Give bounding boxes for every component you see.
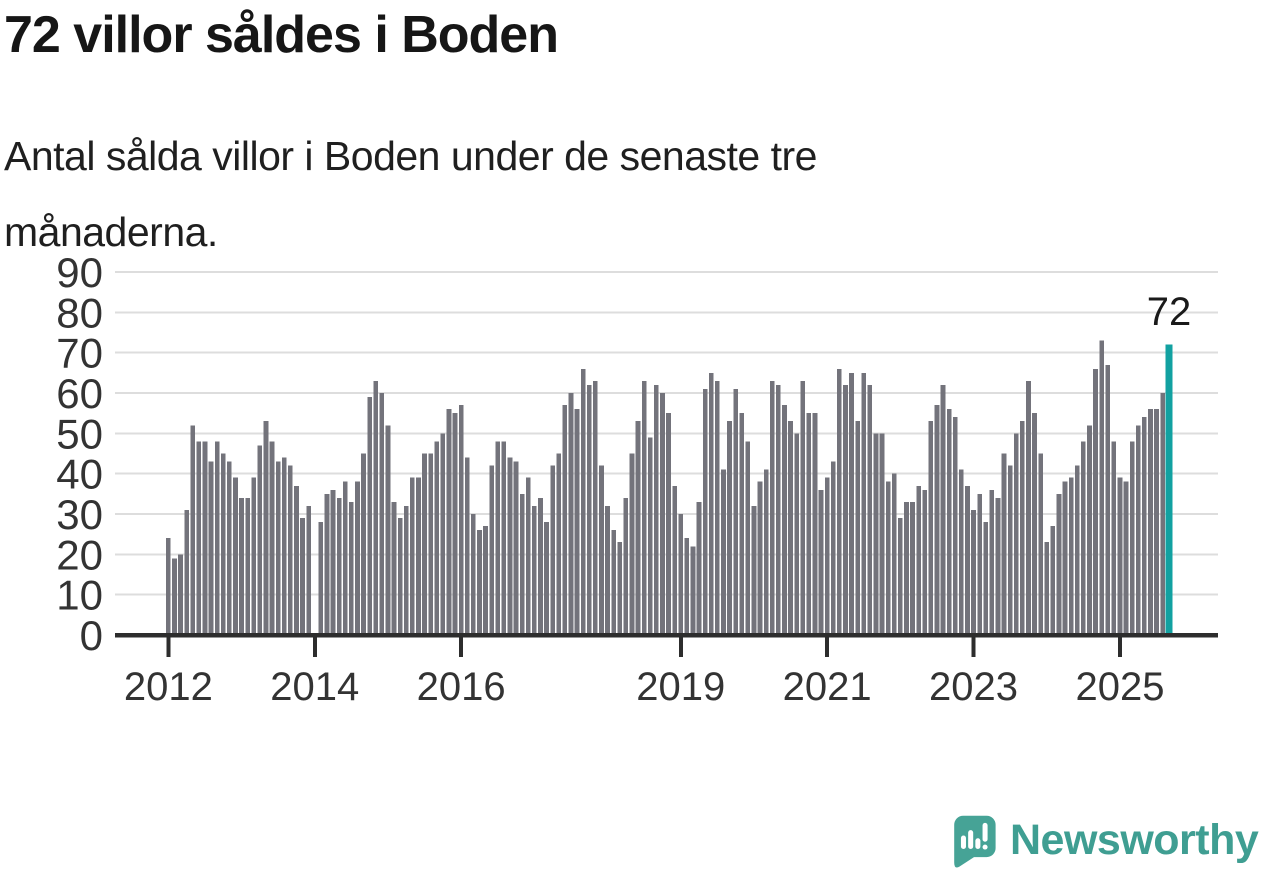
highlight-value-label: 72 xyxy=(1146,290,1192,334)
svg-text:0: 0 xyxy=(80,612,103,659)
svg-text:2014: 2014 xyxy=(270,665,359,709)
chart-subtitle: Antal sålda villor i Boden under de sena… xyxy=(4,133,817,255)
svg-text:60: 60 xyxy=(56,370,103,417)
svg-text:2016: 2016 xyxy=(417,665,506,709)
newsworthy-bubble-chart-icon xyxy=(954,815,996,868)
speech-bubble-shape xyxy=(954,815,996,868)
svg-text:70: 70 xyxy=(56,330,103,377)
svg-text:2023: 2023 xyxy=(929,665,1018,709)
svg-text:50: 50 xyxy=(56,410,103,457)
svg-text:30: 30 xyxy=(56,491,103,538)
svg-text:20: 20 xyxy=(56,531,103,578)
svg-text:2019: 2019 xyxy=(636,665,725,709)
mini-bars-and-exclamation xyxy=(960,822,988,850)
svg-text:40: 40 xyxy=(56,451,103,498)
svg-text:90: 90 xyxy=(56,249,103,296)
svg-text:2012: 2012 xyxy=(124,665,213,709)
svg-text:2021: 2021 xyxy=(783,665,872,709)
svg-text:80: 80 xyxy=(56,289,103,336)
newsworthy-wordmark: Newsworthy xyxy=(1010,815,1259,864)
svg-text:10: 10 xyxy=(56,572,103,619)
newsworthy-logo: Newsworthy xyxy=(947,812,1259,868)
chart-title: 72 villor såldes i Boden xyxy=(4,6,559,64)
svg-text:2025: 2025 xyxy=(1075,665,1164,709)
